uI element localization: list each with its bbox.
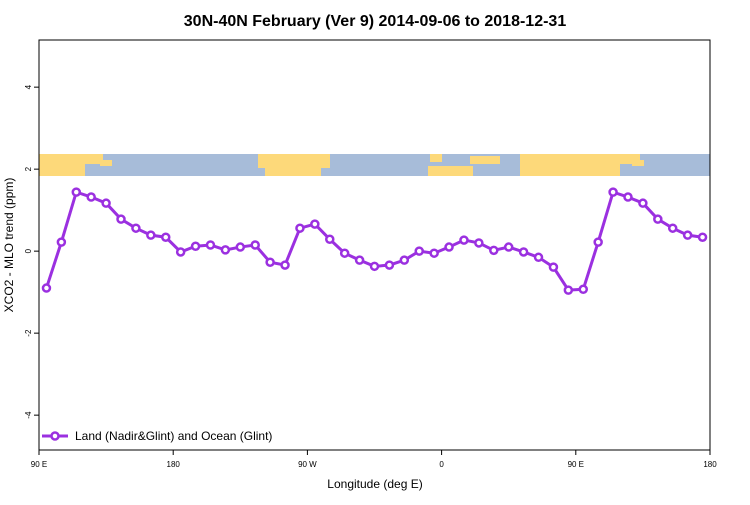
data-point bbox=[548, 262, 559, 272]
data-point bbox=[86, 192, 96, 202]
data-point bbox=[638, 198, 648, 208]
data-point bbox=[325, 234, 335, 245]
y-tick-label: 0 bbox=[24, 248, 33, 253]
data-point bbox=[578, 284, 589, 295]
data-point bbox=[265, 257, 275, 267]
x-tick-label: 0 bbox=[439, 460, 444, 469]
legend-marker bbox=[50, 431, 60, 441]
data-point bbox=[354, 255, 365, 265]
data-point bbox=[235, 242, 246, 252]
data-point bbox=[563, 285, 574, 295]
data-point bbox=[146, 230, 156, 240]
data-point bbox=[593, 237, 603, 247]
data-point bbox=[339, 248, 350, 258]
data-point bbox=[653, 214, 663, 224]
x-tick-label: 90 W bbox=[298, 460, 317, 469]
series-line bbox=[45, 190, 703, 292]
data-point bbox=[489, 245, 499, 256]
data-point bbox=[41, 283, 52, 293]
data-point bbox=[459, 235, 469, 245]
data-point bbox=[608, 187, 618, 197]
data-point bbox=[474, 238, 484, 248]
data-point bbox=[160, 232, 171, 242]
y-tick-label: -4 bbox=[24, 411, 33, 419]
data-point bbox=[533, 252, 544, 263]
y-axis-label: XCO2 - MLO trend (ppm) bbox=[2, 178, 16, 313]
data-point bbox=[220, 245, 231, 255]
x-tick-label: 180 bbox=[167, 460, 181, 469]
data-point bbox=[310, 219, 320, 229]
data-point bbox=[205, 240, 216, 250]
data-point bbox=[697, 232, 708, 242]
data-point bbox=[518, 247, 529, 257]
data-point bbox=[429, 248, 439, 258]
y-tick-label: 4 bbox=[24, 84, 33, 89]
chart-title: 30N-40N February (Ver 9) 2014-09-06 to 2… bbox=[184, 13, 567, 30]
data-point bbox=[175, 247, 186, 257]
data-point bbox=[384, 260, 395, 270]
data-point bbox=[101, 198, 111, 208]
x-axis-label: Longitude (deg E) bbox=[327, 477, 422, 491]
data-point bbox=[623, 192, 633, 202]
y-tick-label: -2 bbox=[24, 329, 33, 337]
data-point bbox=[250, 240, 260, 250]
data-point bbox=[503, 242, 514, 252]
data-point bbox=[667, 223, 678, 233]
data-point bbox=[682, 230, 693, 240]
y-tick-label: 2 bbox=[24, 166, 33, 171]
data-point bbox=[56, 237, 67, 247]
data-point bbox=[131, 223, 141, 233]
x-tick-label: 90 E bbox=[31, 460, 47, 469]
x-tick-label: 180 bbox=[703, 460, 717, 469]
data-point bbox=[71, 187, 82, 197]
data-point bbox=[190, 241, 201, 251]
data-point bbox=[369, 261, 380, 272]
legend-label: Land (Nadir&Glint) and Ocean (Glint) bbox=[75, 429, 272, 443]
data-point bbox=[280, 260, 290, 270]
data-point bbox=[414, 246, 424, 256]
plot-frame bbox=[38, 39, 711, 451]
x-tick-label: 90 E bbox=[568, 460, 584, 469]
data-point bbox=[116, 214, 126, 224]
data-point bbox=[444, 242, 454, 252]
map-strip bbox=[39, 154, 710, 176]
data-point bbox=[295, 223, 305, 233]
data-point bbox=[399, 255, 410, 265]
